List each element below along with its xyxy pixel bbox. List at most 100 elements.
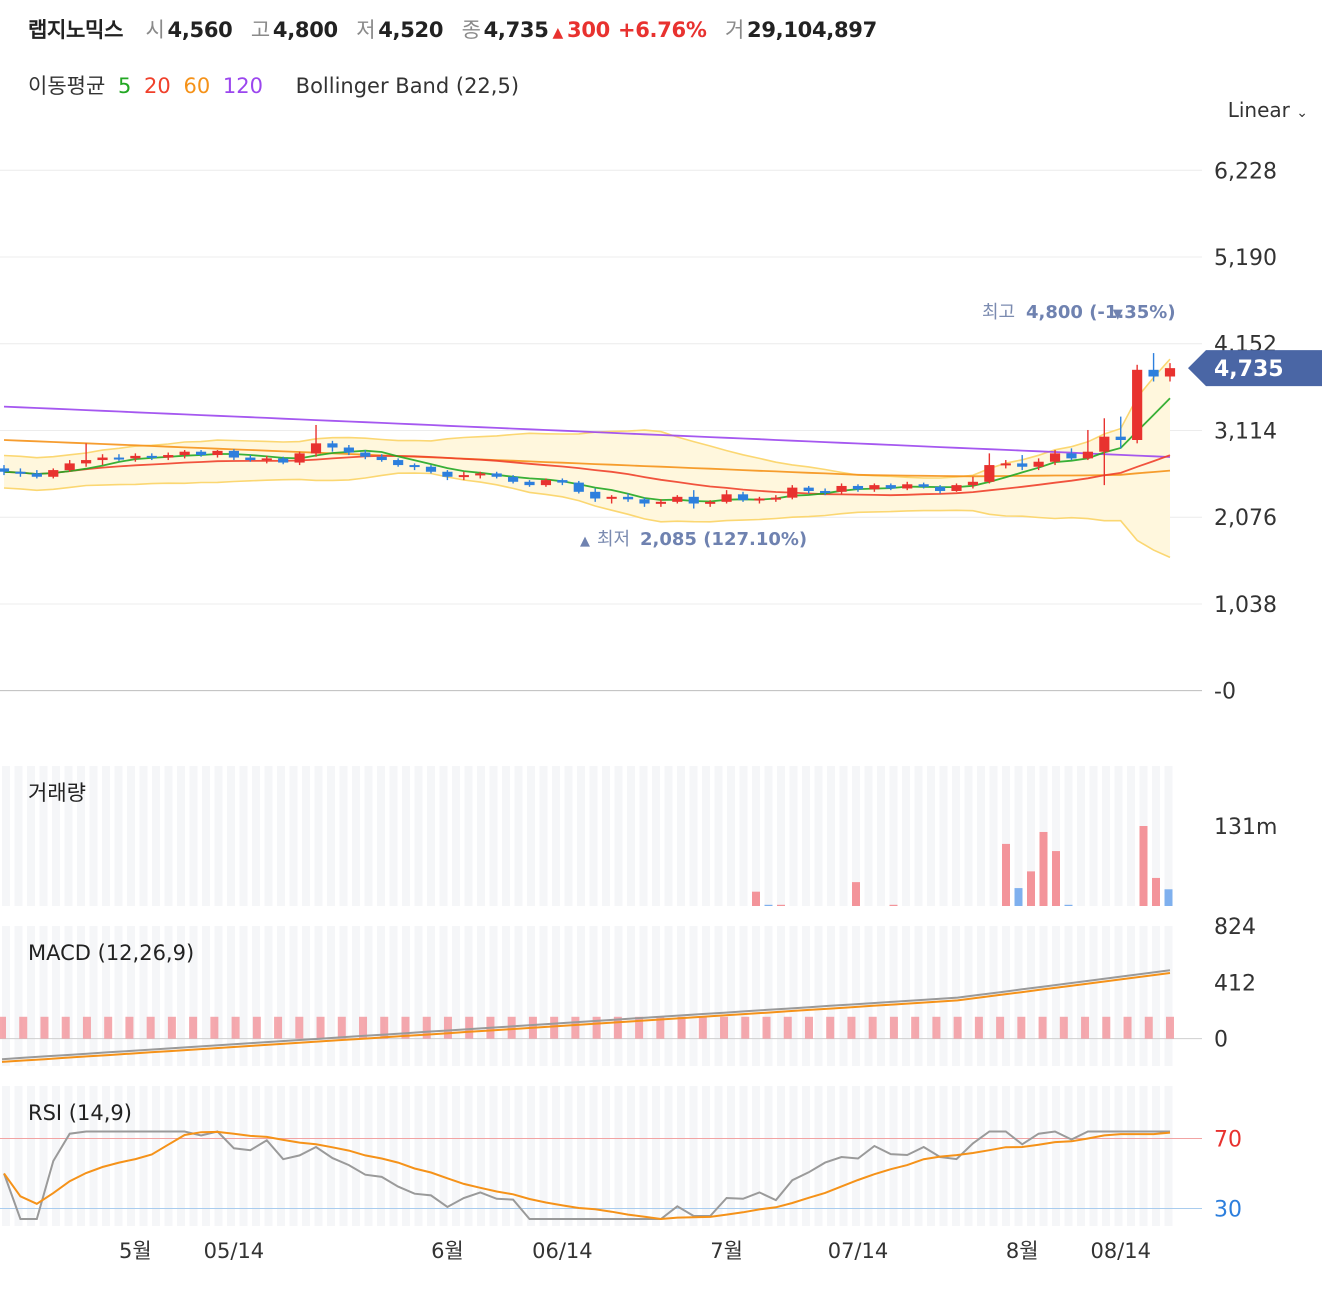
volume-bg-bar: [1152, 766, 1160, 906]
volume-bg-bar: [202, 766, 210, 906]
rsi-bg-bar: [639, 1086, 648, 1226]
rsi-bg-bar: [177, 1086, 185, 1226]
macd-bg-bar: [89, 926, 98, 1066]
macd-bg-bar: [927, 926, 935, 1066]
ma-20[interactable]: 20: [144, 74, 171, 98]
ma-120[interactable]: 120: [222, 74, 263, 98]
rsi-bg-bar: [1077, 1086, 1085, 1226]
macd-bg-bar: [164, 926, 173, 1066]
volume-bg-bar: [27, 766, 35, 906]
macd-bg-bar: [1139, 926, 1148, 1066]
volume-bar: [889, 904, 898, 906]
bollinger-upper-line: [3, 358, 1171, 479]
rsi-bg-bar: [2, 1086, 10, 1226]
rsi-line: [3, 1130, 1170, 1220]
macd-histogram-bar: [911, 1016, 920, 1039]
candle-body: [639, 499, 650, 504]
candle-body: [1033, 461, 1044, 467]
volume-bg-bar: [914, 766, 923, 906]
candle-body: [967, 481, 979, 486]
x-axis-label: 8월: [1006, 1239, 1039, 1263]
macd-bg-bar: [514, 926, 523, 1066]
macd-histogram-bar: [1102, 1016, 1111, 1039]
macd-bg-bar: [589, 926, 598, 1066]
macd-bg-bar: [702, 926, 710, 1066]
candle-body: [951, 485, 962, 491]
x-axis-label: 7월: [710, 1239, 743, 1263]
rsi-bg-bar: [1089, 1086, 1098, 1226]
rsi-bg-bar: [377, 1086, 385, 1226]
macd-bg-bar: [539, 926, 548, 1066]
rsi-bg-bar: [114, 1086, 123, 1226]
rsi-bg-bar: [1127, 1086, 1135, 1226]
candle-body: [179, 451, 190, 456]
ma-label[interactable]: 이동평균: [28, 74, 106, 98]
rsi-bg-bar: [239, 1086, 248, 1226]
macd-bg-bar: [1064, 926, 1073, 1066]
macd-bg-bar: [439, 926, 448, 1066]
volume-bar: [1052, 851, 1060, 906]
volume-bg-bar: [2, 766, 10, 906]
macd-bg-bar: [814, 926, 823, 1066]
volume-bg-bar: [552, 766, 560, 906]
macd-histogram-bar: [613, 1016, 622, 1039]
macd-histogram-bar: [125, 1016, 134, 1039]
volume-bg-bar: [652, 766, 660, 906]
ma-60[interactable]: 60: [183, 74, 211, 98]
macd-bg-bar: [302, 926, 310, 1066]
volume-bg-bar: [289, 766, 298, 906]
volume-bg-bar: [164, 766, 173, 906]
volume-bar: [752, 891, 760, 906]
macd-bg-bar: [664, 926, 673, 1066]
volume-bg-bar: [927, 766, 935, 906]
candle-body: [261, 458, 272, 461]
ma-5[interactable]: 5: [117, 74, 132, 98]
volume-bg-bar: [789, 766, 798, 906]
macd-bg-bar: [1077, 926, 1085, 1066]
candle-body: [130, 455, 141, 459]
rsi-axis-label-70: 70: [1214, 1128, 1242, 1153]
macd-histogram-bar: [826, 1016, 835, 1039]
volume-bg-bar: [489, 766, 498, 906]
candle-body: [803, 487, 814, 491]
open-value: 4,560: [167, 18, 233, 42]
volume-bg-bar: [414, 766, 423, 906]
x-axis-label: 07/14: [828, 1239, 889, 1263]
volume-bg-bar: [977, 766, 985, 906]
volume-bg-bar: [1102, 766, 1110, 906]
candle-body: [393, 460, 404, 466]
candle-body: [590, 491, 601, 499]
volume-bg-bar: [614, 766, 623, 906]
rsi-title: RSI (14,9): [28, 1101, 132, 1125]
candle-body: [409, 465, 420, 468]
rsi-bg-bar: [27, 1086, 35, 1226]
rsi-bg-bar: [977, 1086, 985, 1226]
volume-bg-bar: [464, 766, 473, 906]
volume-bg-bar: [989, 766, 998, 906]
bollinger-label[interactable]: Bollinger Band (22,5): [295, 74, 520, 98]
macd-histogram-bar: [316, 1016, 325, 1039]
macd-bg-bar: [27, 926, 35, 1066]
rsi-bg-bar: [877, 1086, 885, 1226]
rsi-bg-bar: [1002, 1086, 1010, 1226]
macd-histogram-bar: [210, 1016, 219, 1039]
volume-bg-bar: [1077, 766, 1085, 906]
volume-bg-bar: [264, 766, 273, 906]
macd-bg-bar: [839, 926, 848, 1066]
scale-selector[interactable]: Linear ⌄: [1228, 98, 1308, 122]
macd-histogram-bar: [61, 1016, 70, 1039]
macd-bg-bar: [114, 926, 123, 1066]
macd-bg-bar: [139, 926, 148, 1066]
ma-120-line: [3, 405, 1171, 458]
high-annotation-label: 최고: [982, 302, 1015, 323]
macd-bg-bar: [477, 926, 485, 1066]
macd-bg-bar: [127, 926, 135, 1066]
rsi-bg-bar: [527, 1086, 535, 1226]
rsi-bg-bar: [714, 1086, 723, 1226]
macd-bg-bar: [1039, 926, 1048, 1066]
macd-bg-bar: [1114, 926, 1123, 1066]
macd-bg-bar: [327, 926, 335, 1066]
volume-bg-bar: [139, 766, 148, 906]
rsi-bg-bar: [39, 1086, 48, 1226]
